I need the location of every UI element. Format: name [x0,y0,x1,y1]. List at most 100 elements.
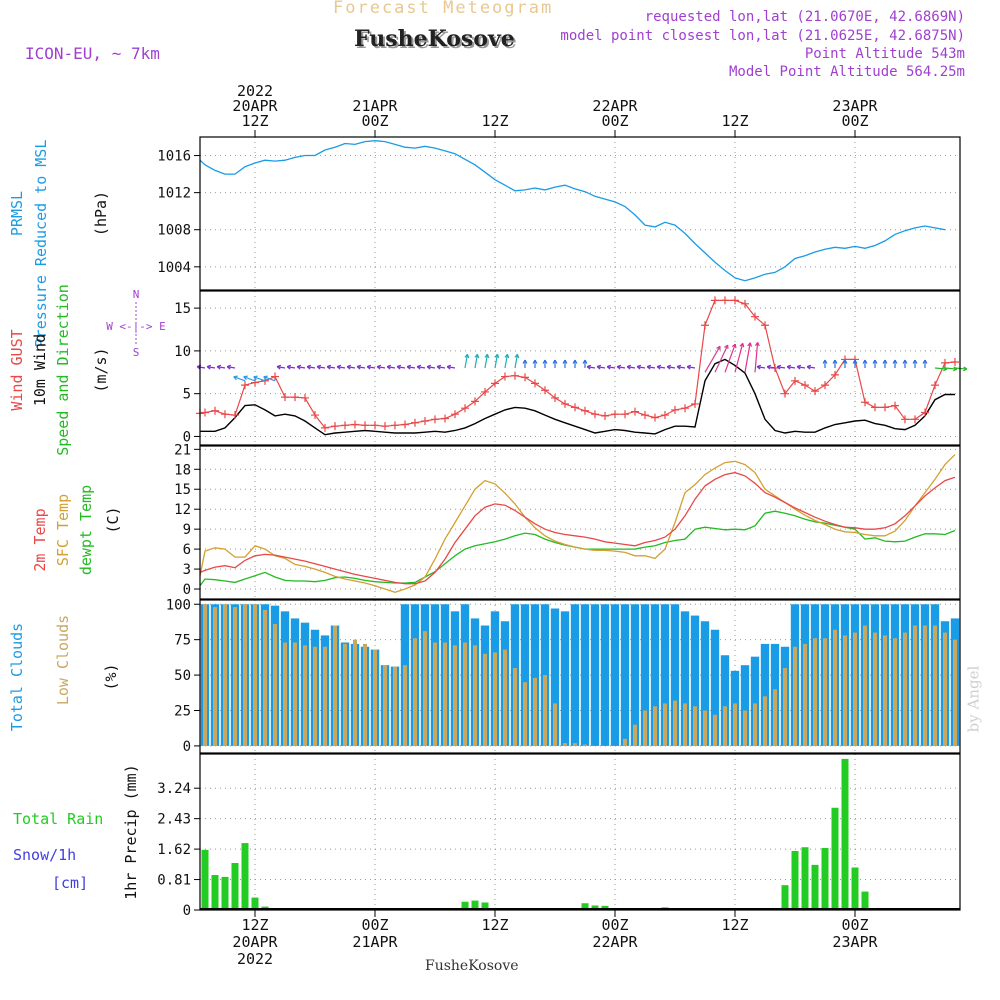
wind-direction-arrow [807,366,816,369]
y-tick-label: 25 [174,704,191,720]
low-cloud-bar [583,744,587,746]
gust-marker [551,393,559,402]
wind-arrow-head [474,353,480,359]
panel-frame [199,290,961,446]
gust-marker [791,376,799,385]
low-cloud-bar [403,665,407,746]
temp-2m-line [199,471,956,585]
wind-direction-arrow [437,366,446,369]
total-cloud-bar [700,621,710,746]
total-clouds-label: Total Clouds [8,623,26,731]
wind-arrow-head [852,359,858,364]
low-cloud-bar [713,714,717,746]
gust-marker [561,399,569,408]
rain-bar [481,902,489,910]
y-tick-label: 1.62 [157,842,191,858]
wind-arrow-head [754,342,760,347]
gust-marker [731,296,739,305]
gust-marker [721,296,729,305]
wind-direction-arrow [587,366,596,369]
wind-direction-arrow [233,376,246,382]
low-cloud-bar [433,642,437,746]
y-tick-label: 0 [183,903,191,919]
total-cloud-bar [690,615,700,746]
low-cloud-bar [723,706,727,746]
gust-marker [691,399,699,408]
wind-arrow-head [963,366,968,372]
top-time-label: 23APR [832,97,878,115]
low-cloud-bar [763,696,767,746]
low-cloud-bar [903,632,907,746]
low-cloud-bar [793,646,797,746]
low-cloud-bar [233,607,237,746]
wind-direction-arrow [357,366,366,369]
compass-north: N [133,288,140,301]
gust-marker [481,387,489,396]
wind-arrow-head [316,364,322,370]
gust-marker [361,421,369,430]
y-tick-label: 12 [174,502,191,518]
gust-marker [891,401,899,410]
snow-label: Snow/1h [13,846,76,864]
low-cloud-bar [223,604,227,746]
gust-marker [421,417,429,426]
gust-marker [431,415,439,424]
gust-marker [311,411,319,420]
low-cloud-bar [913,625,917,746]
y-tick-label: 3.24 [157,781,191,797]
gust-marker [601,411,609,420]
wind-arrow-head [336,364,342,370]
gust-marker [521,373,529,382]
total-cloud-bar [570,604,580,746]
rain-bar [581,903,589,910]
wind-direction-arrow [797,366,806,369]
low-cloud-bar [883,635,887,746]
low-cloud-bar [383,665,387,746]
total-cloud-bar [560,611,570,746]
gust-marker [461,404,469,413]
gust-marker [531,379,539,388]
wind-arrow-head [464,353,470,359]
gust-marker [241,381,249,390]
wind-direction-arrow [287,366,296,369]
subtitle: Forecast Meteogram [333,0,554,18]
pressure-line [199,140,946,282]
gust-marker [941,358,949,367]
total-cloud-bar [630,604,640,746]
y-tick-label: 1016 [157,149,191,165]
total-cloud-bar [590,604,600,746]
wind-arrow-head [582,359,588,364]
gust-marker [381,422,389,431]
gust-marker [681,404,689,413]
low-cloud-bar [733,703,737,746]
low-cloud-bar [363,643,367,746]
wind-arrow-head [666,364,672,370]
gust-marker [641,411,649,420]
bottom-time-label: 21APR [352,933,398,951]
bottom-time-label: 00Z [601,916,628,934]
wind-arrow-head [522,359,528,364]
gust-marker [621,410,629,419]
wind-direction-arrow [377,366,386,369]
rain-bar [851,867,859,910]
wind-arrow-head [436,364,442,370]
top-time-label: 2022 [237,82,273,100]
bottom-time-label: 22APR [592,933,638,951]
wind-direction-arrow [504,354,509,369]
low-cloud-bar [483,653,487,746]
bottom-time-label: 12Z [241,916,268,934]
wind-direction-arrow [387,366,396,369]
y-tick-label: 2.43 [157,812,191,828]
pressure-label: PRMSL [8,191,26,236]
data-layer [196,140,968,910]
panel-frame [199,753,961,911]
y-tick-label: 0 [183,739,191,755]
low-cloud-bar [203,604,207,746]
wind-direction-arrow [197,366,206,369]
wind-direction-arrow [734,343,744,373]
gust-marker [581,406,589,415]
labels-layer: 1004100810121016051015036912151821025507… [8,82,879,968]
low-cloud-bar [573,743,577,746]
wind-direction-arrow [934,367,948,370]
